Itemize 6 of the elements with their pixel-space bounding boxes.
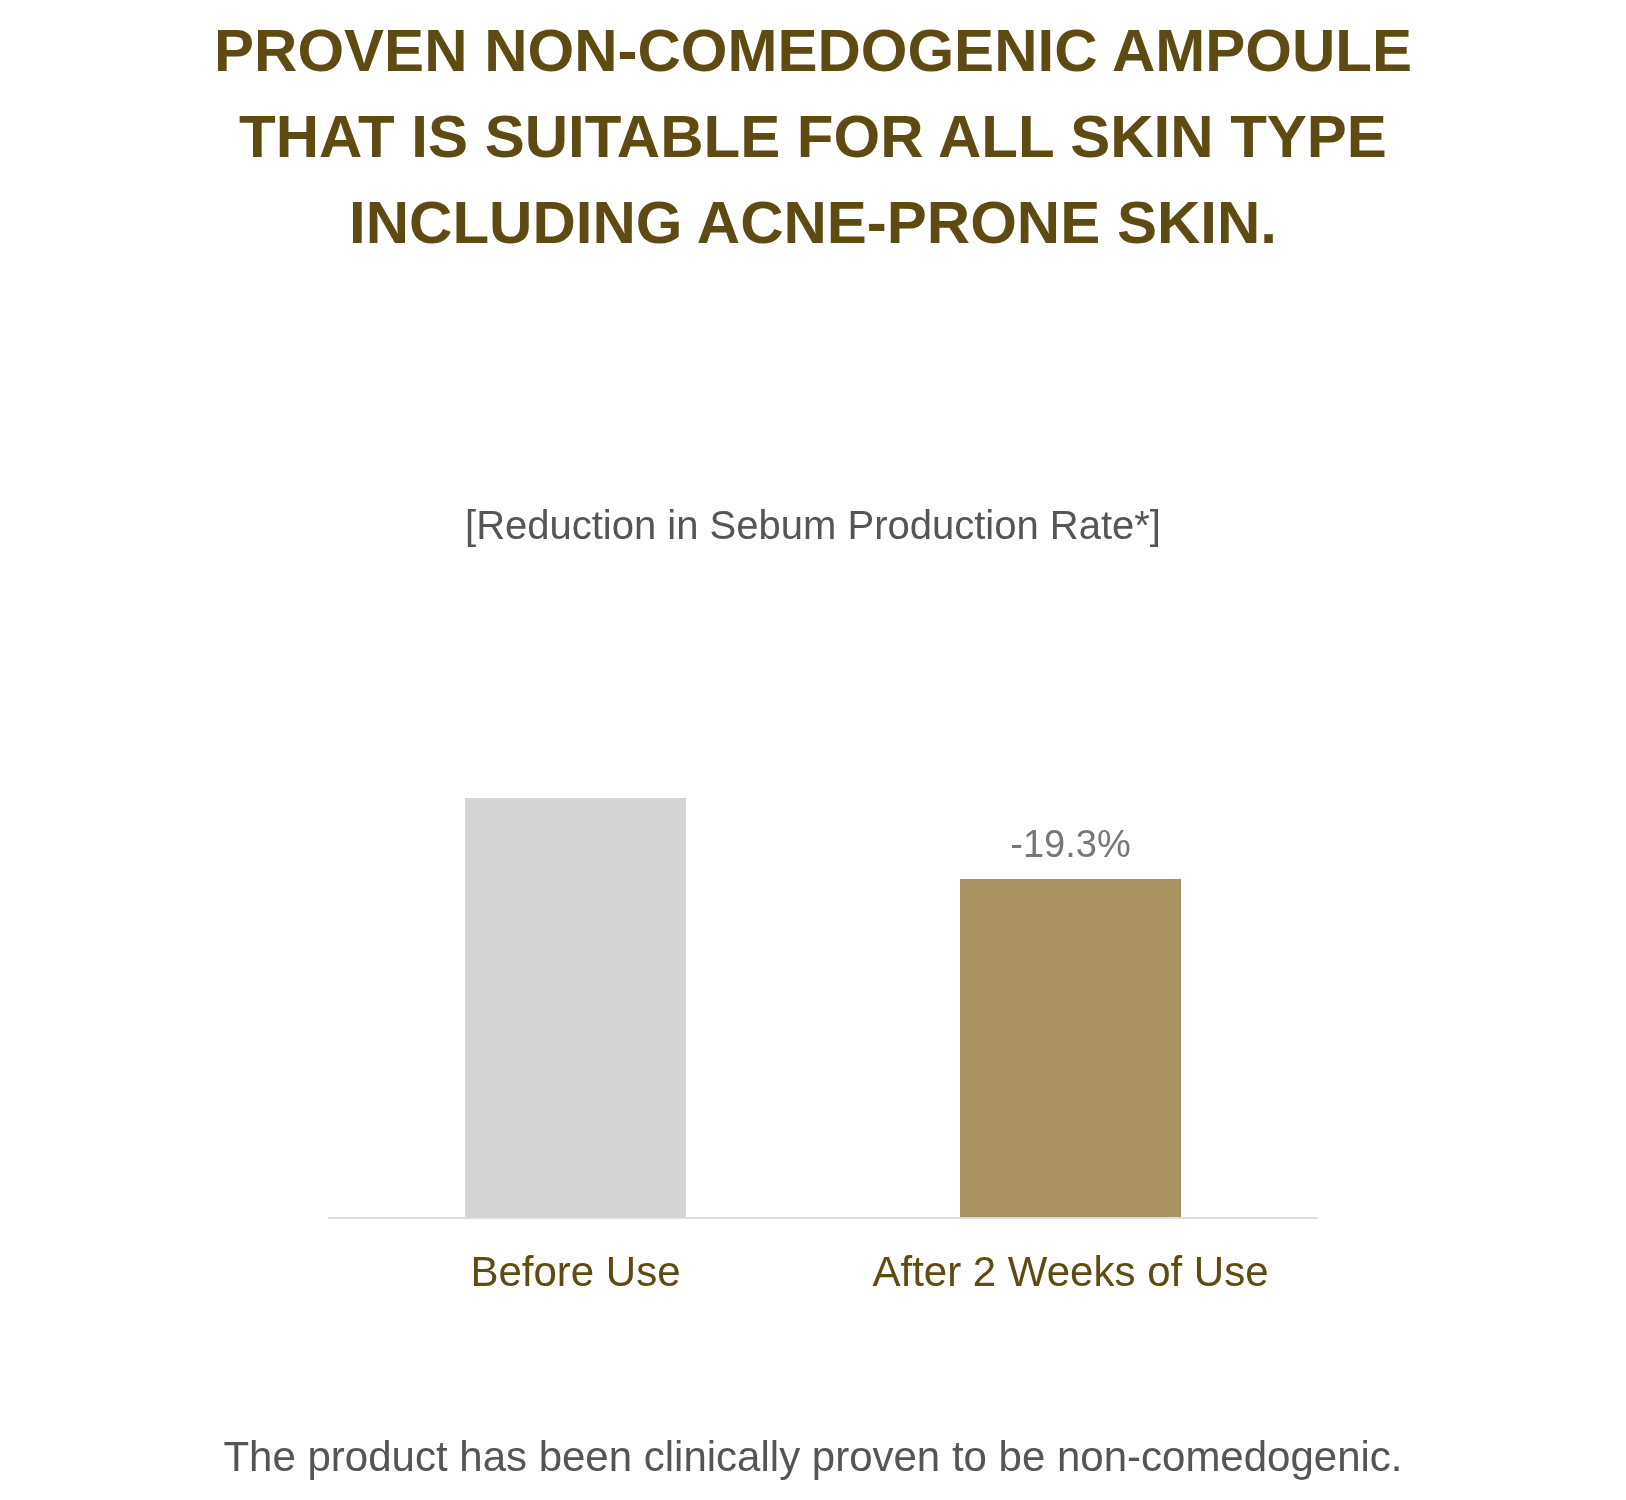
annotation: -19.3% [1010, 823, 1131, 866]
x-tick-label: Before Use [470, 1247, 681, 1295]
chart-title: PROVEN NON-COMEDOGENIC AMPOULE THAT IS SUITABLE FOR ALL SKIN TYPE INCLUDING ACNE-PRONE SKIN. [213, 16, 1413, 258]
x-tick-label: After 2 Weeks of Use [872, 1247, 1269, 1295]
chart-subtitle: [Reduction in Sebum Production Rate*] [464, 503, 1162, 548]
text: The product has been clinically proven to be non-comedogenic. [222, 1433, 1404, 1481]
